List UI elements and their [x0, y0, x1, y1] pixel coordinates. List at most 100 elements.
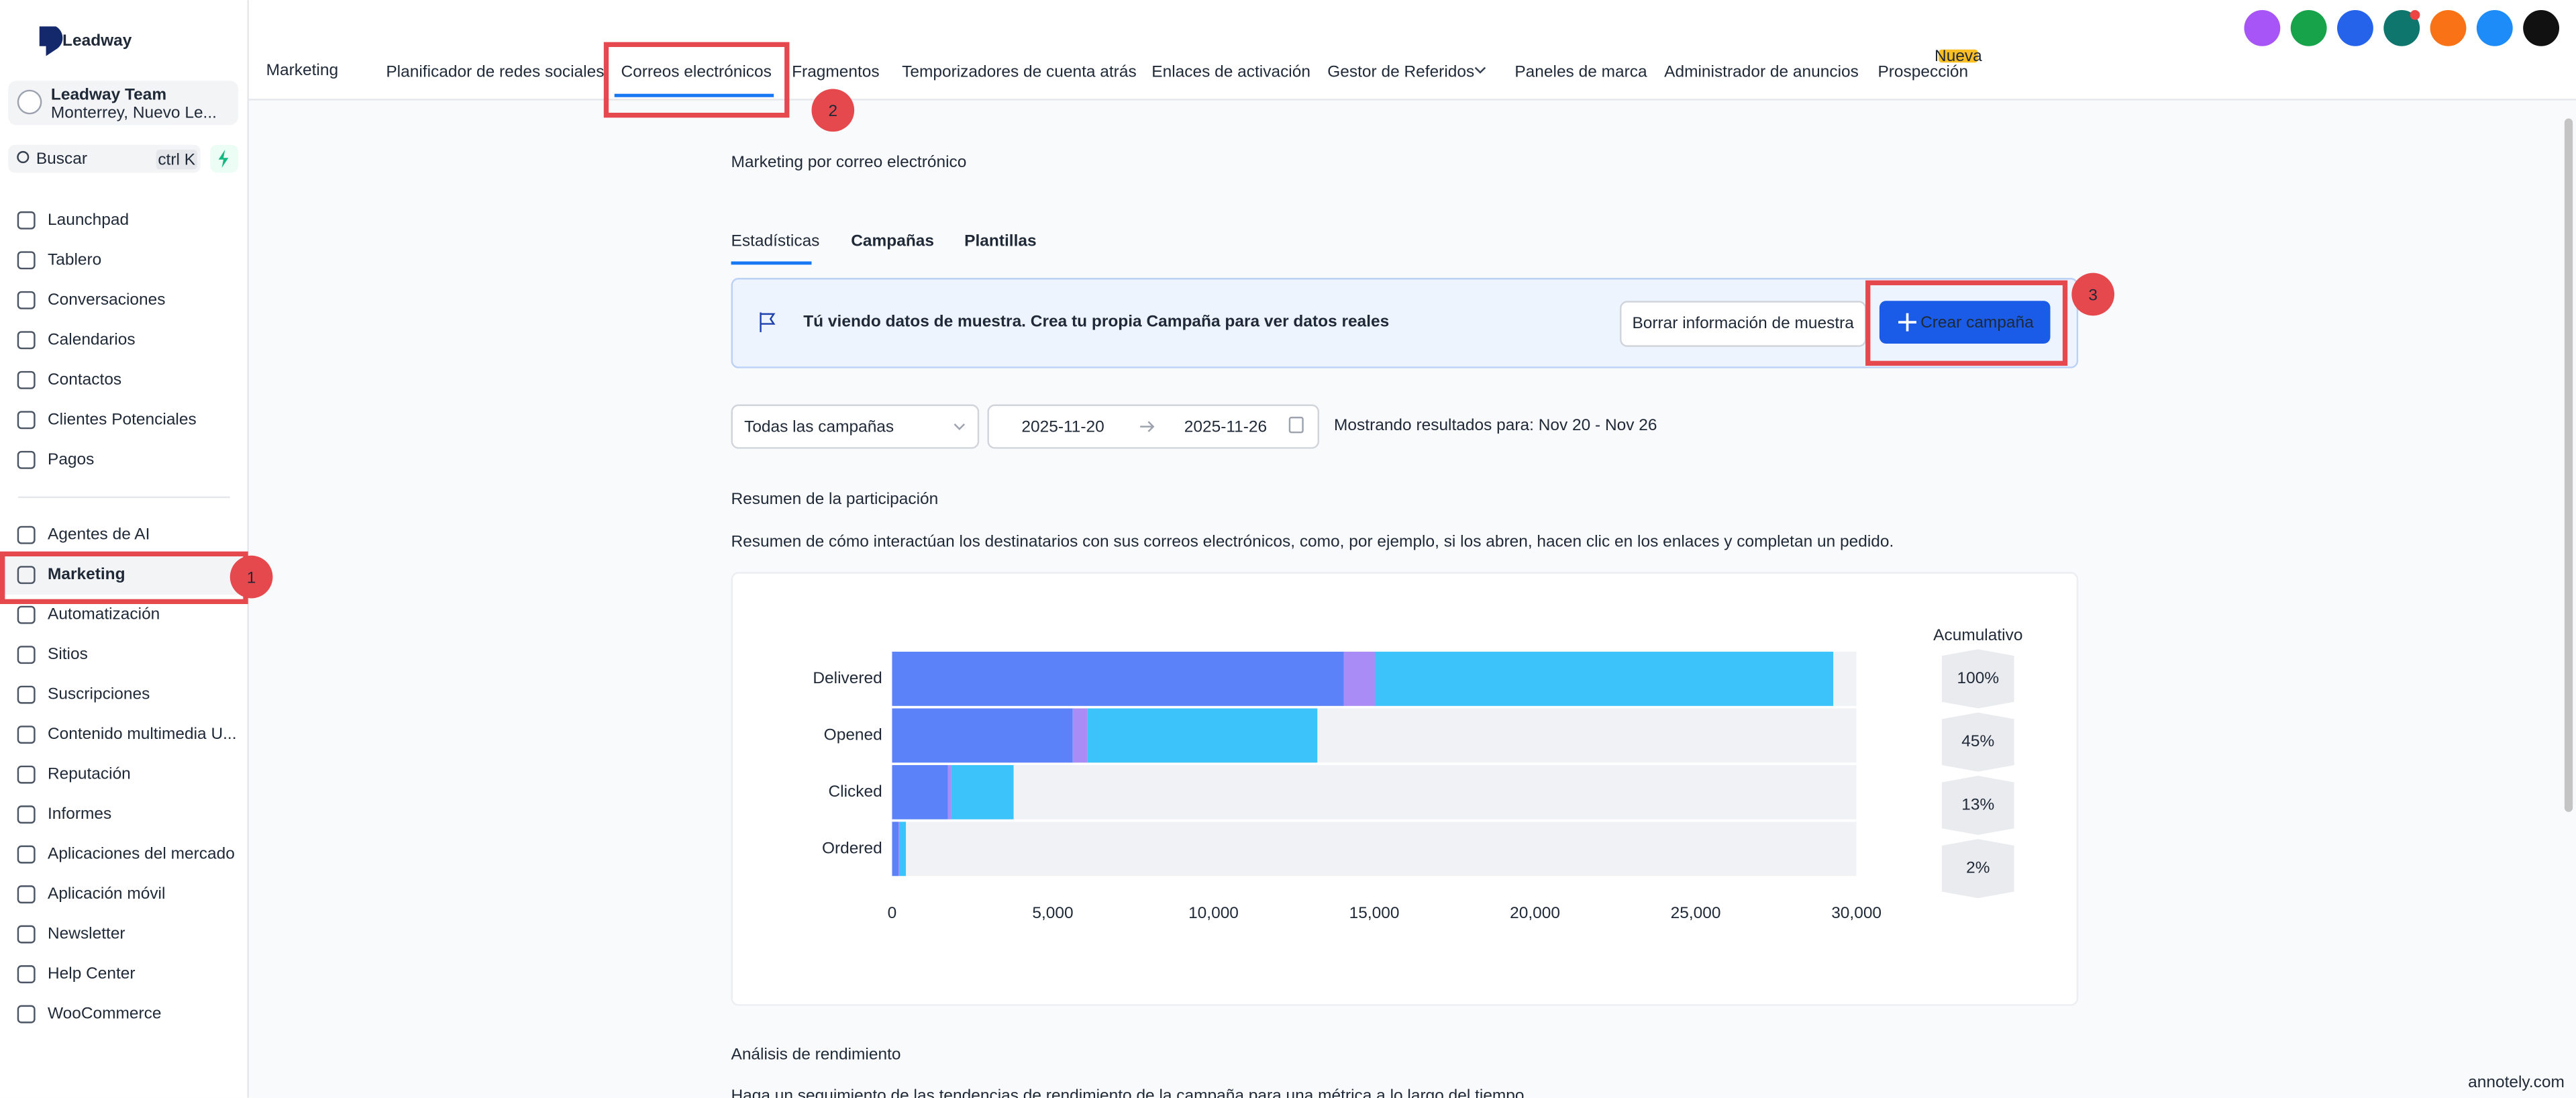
header-icon[interactable] — [2290, 9, 2327, 46]
menu-item[interactable]: Pagos — [48, 450, 94, 468]
page-tab[interactable]: Plantillas — [964, 232, 1036, 250]
create-button[interactable] — [1879, 301, 2051, 344]
nav-tab[interactable]: Enlaces de activación — [1151, 62, 1310, 81]
dropdown-chevron — [1474, 66, 1486, 74]
banner-message: Tú viendo datos de muestra. Crea tu prop… — [803, 313, 1389, 331]
nav-tab[interactable]: Administrador de anuncios — [1664, 62, 1859, 81]
select-chevron — [954, 423, 966, 431]
page-title: Marketing por correo electrónico — [731, 153, 967, 171]
bar-segment — [892, 652, 1344, 706]
menu-item[interactable]: Agentes de AI — [48, 526, 150, 544]
nav-tab[interactable]: Planificador de redes sociales — [386, 62, 604, 81]
account-location: Monterrey, Nuevo Le... — [51, 104, 217, 122]
cumulative-label: 100% — [1957, 669, 2000, 687]
section-title: Marketing — [266, 61, 338, 79]
menu-item[interactable]: Marketing — [48, 565, 125, 583]
nav-tab[interactable]: Paneles de marca — [1514, 62, 1647, 81]
menu-icon — [17, 211, 36, 230]
menu-item[interactable]: Help Center — [48, 964, 136, 983]
account-box[interactable] — [8, 81, 239, 126]
header-icon[interactable] — [2244, 9, 2281, 46]
menu-item[interactable]: Calendarios — [48, 330, 136, 348]
annotation-number: 3 — [2088, 286, 2098, 304]
performance-heading: Análisis de rendimiento — [731, 1046, 901, 1064]
annotation-badge — [811, 89, 855, 132]
calendar-icon — [1288, 416, 1304, 434]
menu-icon — [17, 605, 36, 624]
menu-item[interactable]: Launchpad — [48, 211, 129, 229]
annotation-badge — [229, 555, 273, 599]
header-icon[interactable] — [2430, 9, 2467, 46]
nav-tab[interactable]: Fragmentos — [792, 62, 880, 81]
menu-item[interactable]: Informes — [48, 805, 111, 823]
menu-item[interactable]: WooCommerce — [48, 1005, 162, 1023]
scrollbar-thumb — [2564, 118, 2573, 812]
menu-item[interactable]: Conversaciones — [48, 291, 165, 309]
bar-segment — [1374, 652, 1834, 706]
engagement-heading: Resumen de la participación — [731, 490, 939, 508]
results-text: Mostrando resultados para: Nov 20 - Nov … — [1334, 416, 1657, 434]
header-icon[interactable] — [2383, 9, 2420, 46]
search-shortcut: ctrl K — [158, 150, 195, 168]
quick-action-icon — [218, 150, 229, 168]
clear-button-label[interactable]: Borrar información de muestra — [1632, 314, 1854, 332]
menu-item[interactable]: Aplicaciones del mercado — [48, 845, 235, 863]
account-name: Leadway Team — [51, 86, 166, 104]
shortcut-badge — [156, 150, 197, 170]
nav-tab[interactable]: Prospección — [1877, 62, 1968, 81]
search-box[interactable] — [8, 144, 201, 173]
menu-item[interactable]: Contenido multimedia U... — [48, 725, 237, 743]
menu-item[interactable]: Sitios — [48, 645, 88, 663]
menu-item[interactable]: Reputación — [48, 765, 131, 783]
campaign-select[interactable] — [731, 404, 980, 449]
performance-description: Haga un seguimiento de las tendencias de… — [731, 1087, 1529, 1098]
header-icon[interactable] — [2476, 9, 2513, 46]
bar-segment — [899, 821, 907, 877]
x-tick-label: 10,000 — [1188, 904, 1239, 922]
logo-icon — [39, 26, 63, 56]
cumulative-marker — [1941, 775, 2014, 836]
start-date: 2025-11-20 — [1021, 417, 1104, 436]
menu-item[interactable]: Aplicación móvil — [48, 885, 165, 903]
cumulative-marker — [1941, 649, 2014, 709]
menu-item[interactable]: Newsletter — [48, 925, 125, 943]
x-tick-label: 0 — [888, 904, 897, 922]
nav-tab[interactable]: Gestor de Referidos — [1327, 62, 1474, 81]
new-badge-label: Nueva — [1935, 47, 1982, 65]
page-tab[interactable]: Estadísticas — [731, 232, 820, 250]
menu-icon — [17, 291, 36, 309]
menu-item[interactable]: Suscripciones — [48, 685, 150, 703]
menu-icon — [17, 685, 36, 704]
menu-icon — [17, 765, 36, 784]
menu-icon — [17, 566, 36, 585]
banner-icon — [760, 312, 776, 332]
nav-tab[interactable]: Temporizadores de cuenta atrás — [902, 62, 1137, 81]
new-badge — [1939, 49, 1978, 63]
menu-item[interactable]: Automatización — [48, 605, 160, 623]
topbar — [248, 0, 2576, 99]
menu-icon — [17, 331, 36, 350]
cumulative-label: 13% — [1961, 795, 1994, 813]
menu-item[interactable]: Tablero — [48, 250, 101, 268]
bar-segment — [1087, 708, 1318, 763]
nav-tab[interactable]: Correos electrónicos — [621, 62, 771, 81]
x-tick-label: 25,000 — [1671, 904, 1721, 922]
search-placeholder: Buscar — [36, 150, 87, 168]
menu-icon — [17, 411, 36, 430]
date-arrow — [1140, 421, 1155, 432]
page-tab[interactable]: Campañas — [851, 232, 934, 250]
bar-segment — [947, 764, 951, 819]
menu-item[interactable]: Contactos — [48, 370, 121, 389]
header-icon[interactable] — [2337, 9, 2373, 46]
category-label: Clicked — [829, 783, 882, 801]
annotation-box — [603, 42, 790, 118]
menu-active — [3, 555, 245, 595]
category-label: Opened — [824, 726, 882, 744]
create-button-label[interactable]: Crear campaña — [1920, 313, 2034, 332]
cumulative-label: 45% — [1961, 732, 1994, 750]
bar-segment — [1343, 652, 1375, 706]
header-icon[interactable] — [2523, 9, 2560, 46]
bar-segment — [892, 708, 1073, 763]
menu-item[interactable]: Clientes Potenciales — [48, 410, 197, 428]
